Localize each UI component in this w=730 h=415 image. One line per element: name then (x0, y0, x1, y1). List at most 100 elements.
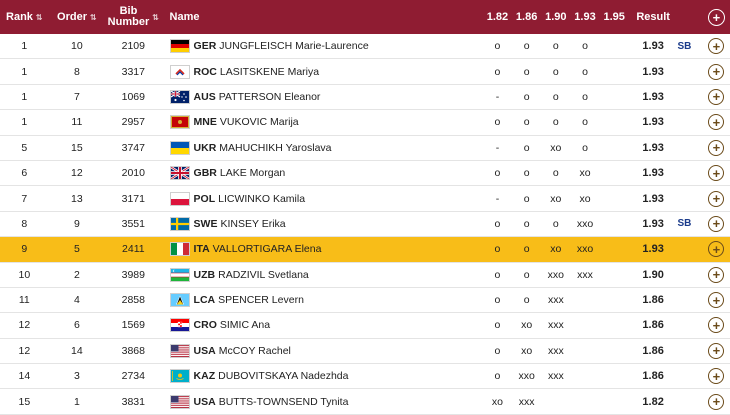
table-row[interactable]: 1 11 2957 MNE VUKOVIC Marija o o o o 1.93 + (0, 110, 730, 136)
athlete-cell[interactable]: GBR LAKE Morgan (162, 166, 483, 181)
plus-circle-icon: + (708, 342, 725, 359)
expand-row-button[interactable]: + (703, 342, 730, 359)
order-cell: 7 (73, 90, 80, 103)
rank-cell: 8 (21, 217, 28, 230)
rank-cell: 15 (18, 395, 31, 408)
expand-row-button[interactable]: + (703, 165, 730, 182)
sort-arrows-icon: ⇅ (90, 13, 97, 22)
plus-circle-icon: + (708, 38, 725, 55)
result-cell: 1.93 (642, 192, 664, 205)
usa-flag-icon (169, 343, 190, 358)
expand-row-button[interactable]: + (703, 292, 730, 309)
height-attempt-cell: o (523, 217, 530, 230)
expand-row-button[interactable]: + (703, 139, 730, 156)
height-attempt-cell: xo (550, 192, 562, 205)
bib-header[interactable]: Bib Number ⇅ (105, 6, 161, 28)
height-attempt-cell: o (494, 217, 501, 230)
expand-row-button[interactable]: + (703, 114, 730, 131)
athlete-cell[interactable]: POL LICWINKO Kamila (162, 191, 483, 206)
table-row[interactable]: 12 14 3868 USA McCOY Rachel o xo xxx 1.86 + (0, 338, 730, 365)
height-attempt-cell: o (494, 243, 501, 256)
height-attempt-cell: xxo (547, 268, 564, 281)
expand-row-button[interactable]: + (703, 63, 730, 80)
athlete-cell[interactable]: USA McCOY Rachel (162, 343, 483, 358)
plus-circle-icon: + (708, 114, 725, 131)
table-row[interactable]: 1 10 2109 GER JUNGFLEISCH Marie-Laurence o o o o… (0, 34, 730, 60)
table-row[interactable]: 11 4 2858 LCA SPENCER Levern o o xxx 1.86 + (0, 287, 730, 314)
athlete-name: LASITSKENE Mariya (219, 65, 320, 78)
order-cell: 15 (71, 141, 83, 154)
table-row[interactable]: 1 7 1069 AUS PATTERSON Eleanor - o o o 1.93 + (0, 84, 730, 111)
order-cell: 2 (73, 268, 80, 281)
expand-row-button[interactable]: + (703, 190, 730, 207)
order-cell: 3 (73, 370, 80, 383)
table-row[interactable]: 9 5 2411 ITA VALLORTIGARA Elena o o xo xxo 1.93 + (0, 237, 730, 263)
rank-cell: 1 (21, 40, 28, 53)
expand-row-button[interactable]: + (703, 317, 730, 334)
height-attempt-cell: o (582, 40, 588, 53)
germany-flag-icon (169, 39, 190, 54)
expand-all-button[interactable]: + (703, 8, 730, 26)
bib-cell: 3171 (121, 192, 145, 205)
athlete-cell[interactable]: UZB RADZIVIL Svetlana (162, 267, 483, 282)
bib-cell: 1569 (121, 319, 145, 332)
table-row[interactable]: 8 9 3551 SWE KINSEY Erika o o o xxo 1.93 SB + (0, 211, 730, 238)
plus-circle-icon: + (708, 139, 725, 156)
athlete-cell[interactable]: AUS PATTERSON Eleanor (162, 89, 483, 104)
expand-row-button[interactable]: + (703, 393, 730, 410)
expand-row-button[interactable]: + (703, 38, 730, 55)
athlete-cell[interactable]: KAZ DUBOVITSKAYA Nadezhda (162, 369, 483, 384)
result-header: Result (636, 11, 670, 23)
order-cell: 11 (71, 116, 83, 129)
result-cell: 1.93 (642, 40, 664, 53)
height-attempt-cell: xxx (547, 294, 564, 307)
athlete-cell[interactable]: ITA VALLORTIGARA Elena (162, 242, 483, 257)
height-attempt-cell: o (552, 40, 559, 53)
name-header: Name (162, 11, 483, 23)
table-row[interactable]: 12 6 1569 CRO SIMIC Ana o xo xxx 1.86 + (0, 313, 730, 339)
table-row[interactable]: 5 15 3747 UKR MAHUCHIKH Yaroslava - o xo o 1.93 + (0, 135, 730, 161)
athlete-cell[interactable]: UKR MAHUCHIKH Yaroslava (162, 140, 483, 155)
athlete-name: RADZIVIL Svetlana (218, 268, 309, 281)
height-header-3: 1.90 (545, 11, 567, 23)
uzbekistan-flag-icon (169, 267, 190, 282)
rank-header[interactable]: Rank ⇅ (0, 11, 49, 23)
expand-row-button[interactable]: + (703, 88, 730, 105)
expand-row-button[interactable]: + (703, 215, 730, 232)
athlete-cell[interactable]: ROC LASITSKENE Mariya (162, 64, 483, 79)
athlete-cell[interactable]: SWE KINSEY Erika (162, 216, 483, 231)
athlete-name: JUNGFLEISCH Marie-Laurence (219, 40, 369, 53)
expand-row-button[interactable]: + (703, 266, 730, 283)
athlete-name: DUBOVITSKAYA Nadezhda (218, 370, 349, 383)
table-row[interactable]: 7 13 3171 POL LICWINKO Kamila - o xo xo 1.93 + (0, 186, 730, 212)
height-attempt-cell: o (582, 90, 588, 103)
height-attempt-cell: xo (550, 141, 562, 154)
table-row[interactable]: 15 1 3831 USA BUTTS-TOWNSEND Tynita xo xxx 1.82… (0, 389, 730, 415)
expand-row-button[interactable]: + (703, 368, 730, 385)
athlete-name: McCOY Rachel (218, 344, 291, 357)
height-attempt-cell: o (523, 243, 530, 256)
order-cell: 13 (71, 192, 83, 205)
name-header-label: Name (169, 11, 200, 23)
table-row[interactable]: 10 2 3989 UZB RADZIVIL Svetlana o o xxo xxx 1.90 + (0, 262, 730, 288)
order-cell: 10 (71, 40, 83, 53)
athlete-cell[interactable]: GER JUNGFLEISCH Marie-Laurence (162, 39, 483, 54)
height-attempt-cell: o (494, 167, 501, 180)
bib-header-line2: Number (107, 16, 150, 28)
table-row[interactable]: 1 8 3317 ROC LASITSKENE Mariya o o o o 1.93 + (0, 59, 730, 85)
athlete-cell[interactable]: CRO SIMIC Ana (162, 318, 483, 333)
height-attempt-cell: xxo (576, 217, 594, 230)
height-attempt-cell: o (523, 65, 530, 78)
athlete-cell[interactable]: USA BUTTS-TOWNSEND Tynita (162, 394, 483, 409)
order-header[interactable]: Order ⇅ (49, 11, 105, 23)
plus-circle-icon: + (708, 63, 725, 80)
table-header: Rank ⇅ Order ⇅ Bib Number ⇅ Name 1.82 1.86 1… (0, 0, 730, 34)
athlete-cell[interactable]: MNE VUKOVIC Marija (162, 115, 483, 130)
athlete-cell[interactable]: LCA SPENCER Levern (162, 293, 483, 308)
result-cell: 1.93 (642, 217, 664, 230)
table-row[interactable]: 6 12 2010 GBR LAKE Morgan o o o xo 1.93 + (0, 160, 730, 187)
expand-row-button[interactable]: + (703, 241, 730, 258)
result-cell: 1.93 (642, 243, 664, 256)
athlete-name: VUKOVIC Marija (219, 116, 299, 129)
table-row[interactable]: 14 3 2734 KAZ DUBOVITSKAYA Nadezhda o xxo xxx 1.… (0, 364, 730, 390)
